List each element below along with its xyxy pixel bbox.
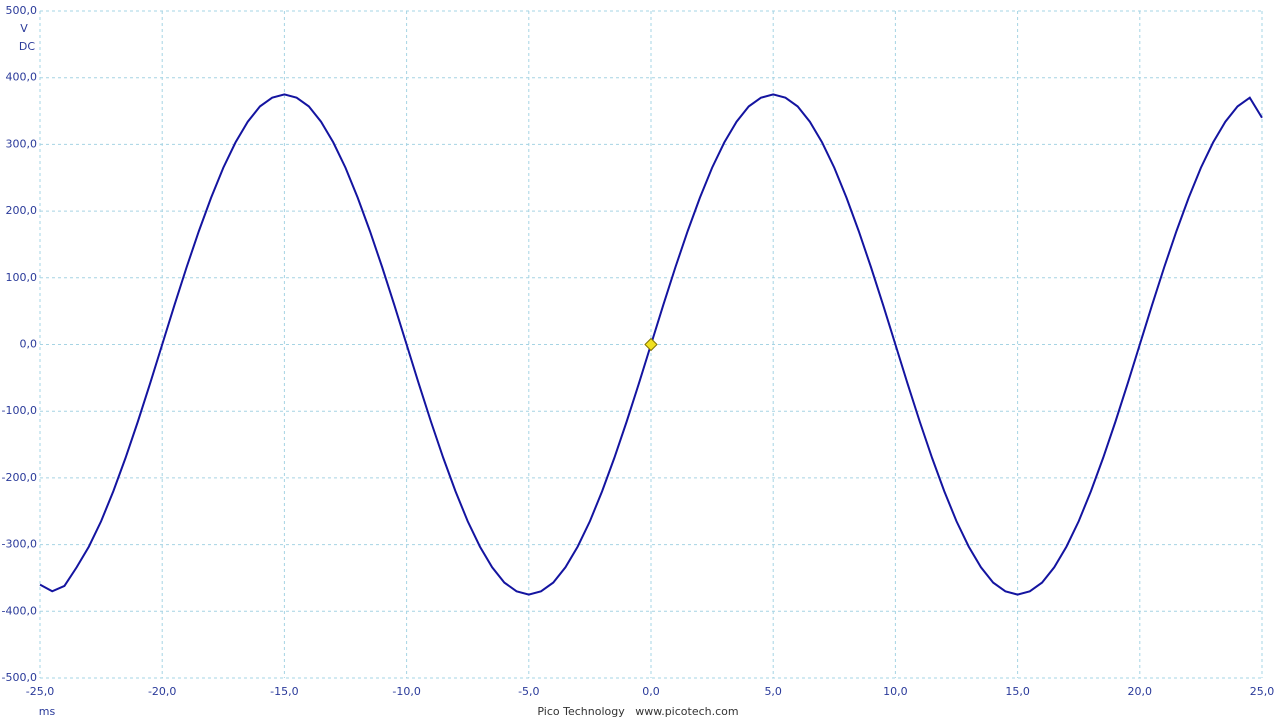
- y-tick-label: 500,0: [6, 4, 38, 17]
- y-tick-label: 300,0: [6, 137, 38, 150]
- x-tick-label: 20,0: [1128, 685, 1153, 698]
- y-tick-label: 400,0: [6, 71, 38, 84]
- x-tick-label: -20,0: [148, 685, 176, 698]
- x-tick-label: 25,0: [1250, 685, 1275, 698]
- y-tick-label: 100,0: [6, 271, 38, 284]
- y-tick-label: -300,0: [2, 538, 37, 551]
- y-tick-label: -200,0: [2, 471, 37, 484]
- y-tick-label: -100,0: [2, 404, 37, 417]
- x-tick-label: 15,0: [1005, 685, 1030, 698]
- y-tick-label: 0,0: [20, 338, 38, 351]
- x-tick-label: 0,0: [642, 685, 660, 698]
- y-tick-label: -400,0: [2, 604, 37, 617]
- x-tick-label: -5,0: [518, 685, 539, 698]
- coupling: DC: [19, 40, 35, 53]
- footer: Pico Technology www.picotech.com: [537, 705, 738, 718]
- x-tick-label: 5,0: [764, 685, 782, 698]
- x-tick-label: 10,0: [883, 685, 908, 698]
- y-unit: V: [20, 22, 28, 35]
- x-tick-label: -25,0: [26, 685, 54, 698]
- y-tick-label: -500,0: [2, 671, 37, 684]
- x-tick-label: -10,0: [392, 685, 420, 698]
- trigger-marker: [644, 337, 658, 352]
- x-unit: ms: [39, 705, 56, 718]
- y-tick-label: 200,0: [6, 204, 38, 217]
- x-tick-label: -15,0: [270, 685, 298, 698]
